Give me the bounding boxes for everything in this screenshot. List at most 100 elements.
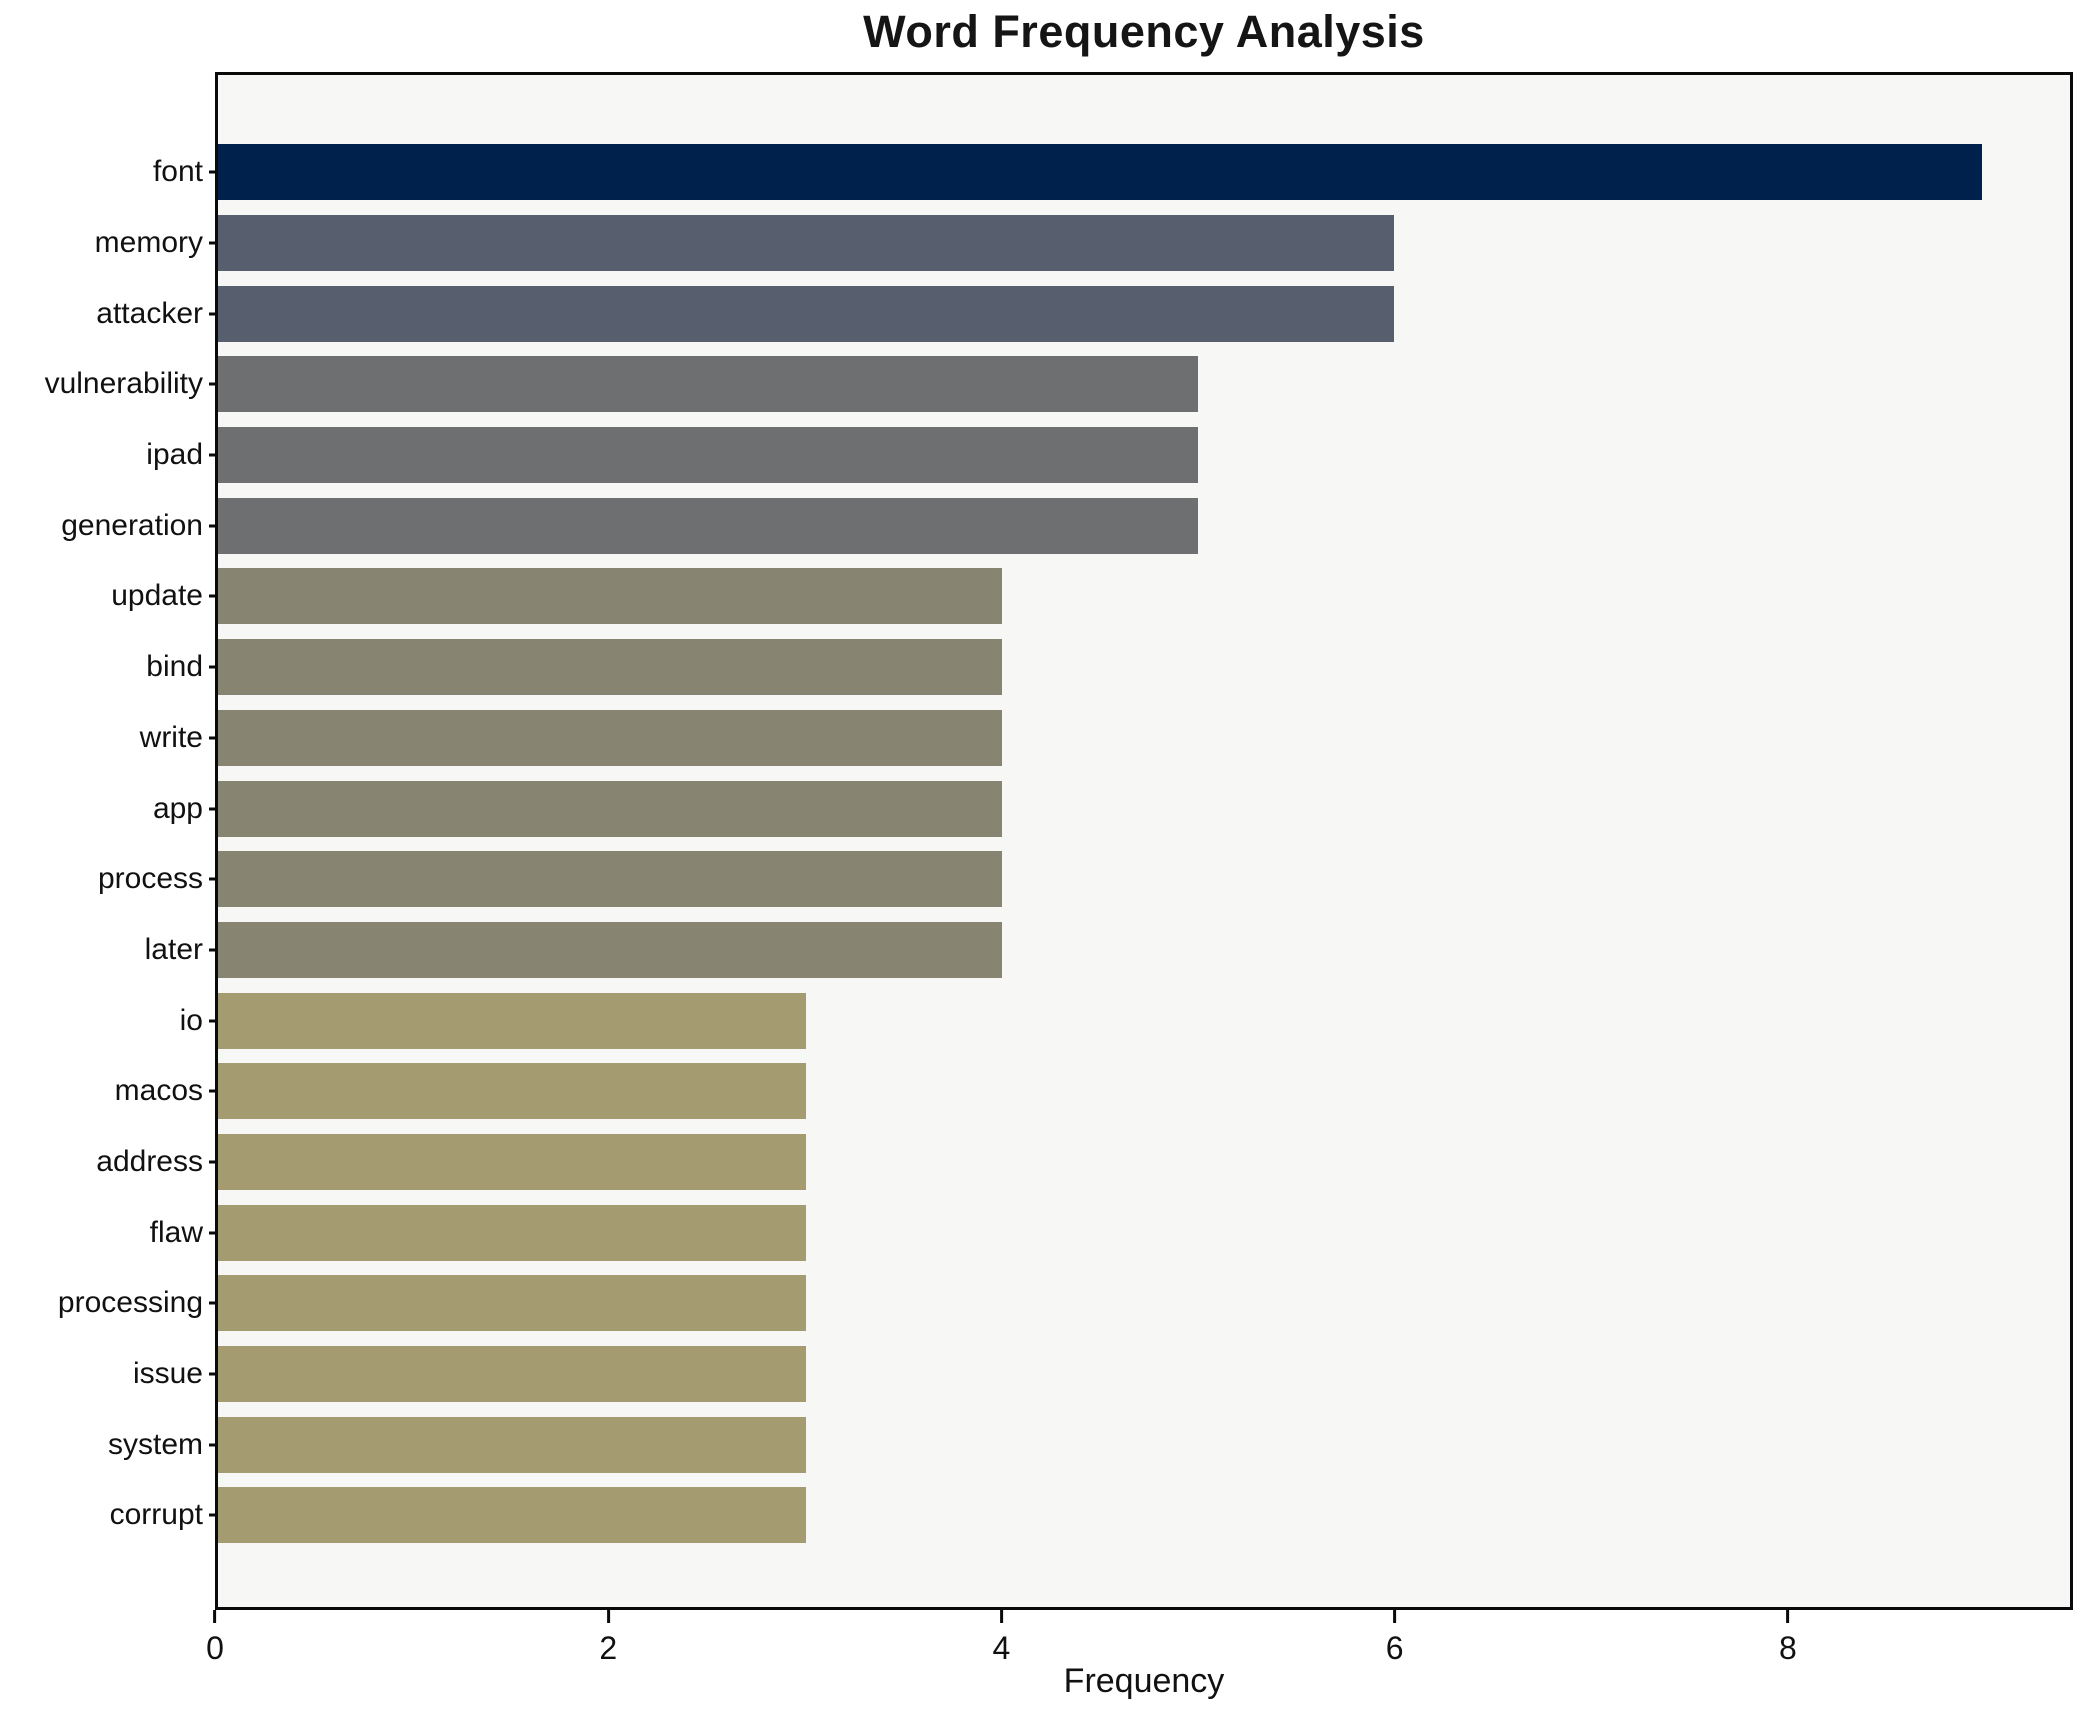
- y-tick-mark: [209, 1019, 218, 1023]
- y-tick-mark: [209, 1231, 218, 1235]
- x-tick-label: 2: [599, 1630, 618, 1666]
- bar-row: write: [140, 703, 2070, 774]
- x-tick: 8: [1779, 1610, 1797, 1667]
- y-tick-mark: [209, 877, 218, 881]
- category-label: font: [152, 155, 203, 189]
- bar-row: macos: [115, 1056, 2070, 1127]
- bar: [218, 144, 1982, 201]
- bar-row: vulnerability: [45, 349, 2070, 420]
- bar: [218, 921, 1002, 978]
- x-tick: 0: [206, 1610, 224, 1667]
- x-tick: 4: [992, 1610, 1011, 1667]
- y-tick-mark: [209, 736, 218, 740]
- category-label: io: [179, 1003, 203, 1037]
- category-label: attacker: [96, 296, 203, 330]
- bar: [218, 356, 1198, 413]
- y-tick-mark: [209, 241, 218, 245]
- x-tick-label: 4: [992, 1630, 1011, 1666]
- bar: [218, 851, 1002, 908]
- bar: [218, 285, 1394, 342]
- bar-row: generation: [61, 490, 2070, 561]
- bar: [218, 215, 1394, 272]
- bar: [218, 709, 1002, 766]
- x-tick: 6: [1386, 1610, 1404, 1667]
- bar: [218, 1275, 806, 1332]
- category-label: vulnerability: [44, 367, 203, 401]
- bar: [218, 1416, 806, 1473]
- y-tick-mark: [209, 1301, 218, 1305]
- y-tick-mark: [209, 1089, 218, 1093]
- x-tick-label: 0: [206, 1630, 224, 1666]
- y-tick-mark: [209, 170, 218, 174]
- y-tick-mark: [209, 1513, 218, 1517]
- category-label: bind: [146, 650, 203, 684]
- category-label: system: [107, 1427, 203, 1461]
- x-tick: 2: [599, 1610, 617, 1667]
- category-label: issue: [132, 1357, 203, 1391]
- x-tick-mark: [1393, 1610, 1397, 1623]
- bar-row: memory: [95, 208, 2070, 279]
- bar-row: later: [145, 915, 2070, 986]
- y-tick-mark: [209, 1372, 218, 1376]
- bar: [218, 1204, 806, 1261]
- y-tick-mark: [209, 524, 218, 528]
- bar: [218, 497, 1198, 554]
- x-tick-mark: [213, 1610, 217, 1623]
- bar-rows-container: font memory attacker vulnerability ipad gener…: [45, 75, 2070, 1607]
- category-label: app: [152, 791, 203, 825]
- bar-row: app: [153, 773, 2070, 844]
- bar: [218, 992, 806, 1049]
- y-tick-mark: [209, 665, 218, 669]
- category-label: processing: [57, 1286, 203, 1320]
- bar-row: bind: [146, 632, 2070, 703]
- bar-row: io: [180, 985, 2070, 1056]
- plot-area: font memory attacker vulnerability ipad gener…: [45, 72, 2073, 1610]
- bar: [218, 639, 1002, 696]
- x-tick-mark: [999, 1610, 1003, 1623]
- x-tick-label: 6: [1385, 1630, 1404, 1666]
- bar-row: update: [111, 561, 2070, 632]
- category-label: later: [144, 932, 203, 966]
- x-axis-label: Frequency: [1063, 1662, 1225, 1700]
- category-label: generation: [61, 508, 203, 542]
- bar-row: address: [96, 1127, 2070, 1198]
- bar: [218, 1063, 806, 1120]
- y-tick-mark: [209, 312, 218, 316]
- category-label: memory: [94, 226, 203, 260]
- bar: [218, 568, 1002, 625]
- category-label: macos: [114, 1074, 203, 1108]
- x-tick-mark: [1786, 1610, 1790, 1623]
- category-label: flaw: [149, 1215, 203, 1249]
- bar: [218, 1487, 806, 1544]
- bar-row: issue: [133, 1339, 2070, 1410]
- category-label: update: [111, 579, 203, 613]
- category-label: process: [97, 862, 203, 896]
- bar-row: font: [153, 137, 2070, 208]
- bar: [218, 1346, 806, 1403]
- x-tick-label: 8: [1779, 1630, 1797, 1666]
- bar-row: corrupt: [110, 1480, 2070, 1551]
- bar-row: processing: [58, 1268, 2070, 1339]
- y-tick-mark: [209, 948, 218, 952]
- y-tick-mark: [209, 382, 218, 386]
- y-tick-mark: [209, 594, 218, 598]
- x-tick-mark: [606, 1610, 610, 1623]
- bar: [218, 780, 1002, 837]
- y-tick-mark: [209, 1160, 218, 1164]
- category-label: ipad: [146, 438, 203, 472]
- x-axis: 0 2 4 6 8: [206, 1610, 2073, 1680]
- bar-row: process: [98, 844, 2070, 915]
- bar-row: ipad: [146, 420, 2070, 491]
- bar-row: attacker: [96, 278, 2070, 349]
- category-label: corrupt: [109, 1498, 203, 1532]
- bar: [218, 1133, 806, 1190]
- bar-row: system: [108, 1409, 2070, 1480]
- category-label: address: [96, 1144, 203, 1178]
- y-tick-mark: [209, 453, 218, 457]
- chart-title: Word Frequency Analysis: [863, 6, 1425, 57]
- y-tick-mark: [209, 807, 218, 811]
- y-tick-mark: [209, 1443, 218, 1447]
- category-label: write: [139, 720, 203, 754]
- bar: [218, 427, 1198, 484]
